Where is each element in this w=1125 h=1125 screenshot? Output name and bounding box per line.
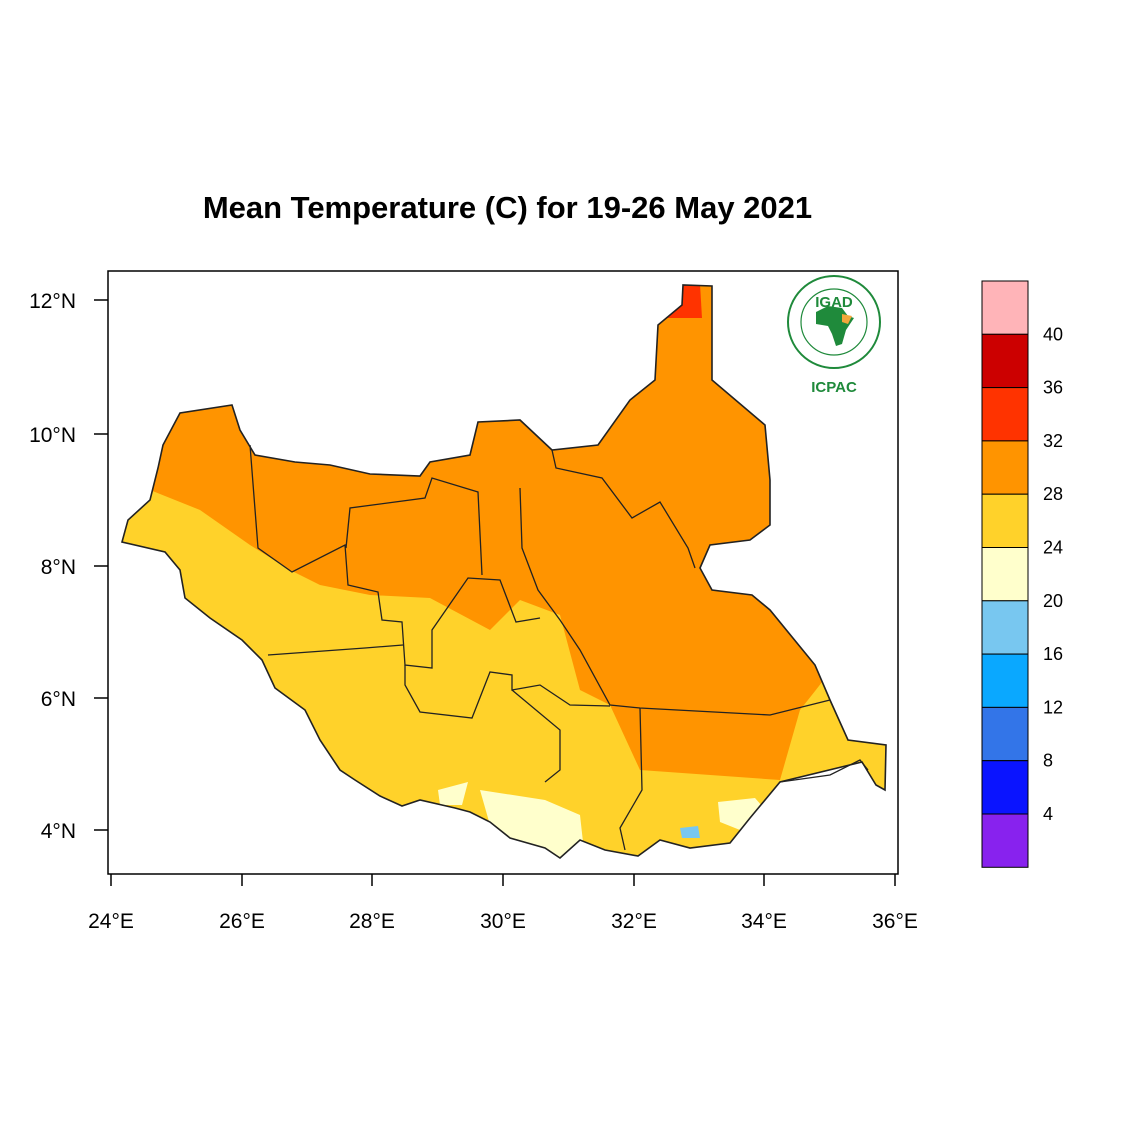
map-title: Mean Temperature (C) for 19-26 May 2021 xyxy=(202,190,813,225)
colorbar-label: 32 xyxy=(1043,431,1063,451)
colorbar-label: 28 xyxy=(1043,484,1063,504)
lon-tick-label: 30°E xyxy=(480,910,526,933)
state-border xyxy=(404,665,611,719)
colorbar-label: 20 xyxy=(1043,591,1063,611)
lon-tick-label: 34°E xyxy=(741,910,787,933)
logo-bottom-text: ICPAC xyxy=(811,379,857,396)
lat-tick-label: 6°N xyxy=(41,688,76,711)
state-border xyxy=(519,487,831,716)
colorbar-label: 16 xyxy=(1043,644,1063,664)
longitude-axis: 24°E 26°E 28°E 30°E 32°E 34°E 36°E xyxy=(88,874,918,933)
horn-region-icon xyxy=(842,314,852,324)
lon-tick-label: 28°E xyxy=(349,910,395,933)
lon-tick-label: 24°E xyxy=(88,910,134,933)
state-border xyxy=(249,444,541,669)
state-borders xyxy=(249,444,869,851)
colorbar-segment xyxy=(981,493,1029,549)
state-border xyxy=(511,689,561,783)
colorbar-label: 40 xyxy=(1043,324,1063,344)
latitude-axis: 12°N 10°N 8°N 6°N 4°N xyxy=(29,290,108,843)
zone-32-36 xyxy=(650,285,702,318)
colorbar-segment xyxy=(981,387,1029,442)
colorbar-segment xyxy=(981,760,1029,815)
colorbar-segment xyxy=(981,600,1029,655)
state-border xyxy=(619,707,643,851)
country-outline xyxy=(121,284,887,860)
zone-16-20 xyxy=(680,826,700,838)
colorbar-segment xyxy=(981,280,1029,335)
state-border xyxy=(267,644,404,656)
logo-ring xyxy=(800,288,868,356)
igad-icpac-logo: IGAD ICPAC xyxy=(786,274,882,396)
lon-tick-label: 32°E xyxy=(611,910,657,933)
colorbar: 40 36 32 28 24 20 16 12 8 4 xyxy=(981,280,1063,868)
zone-20-24 xyxy=(480,790,585,858)
colorbar-segment xyxy=(981,653,1029,708)
colorbar-label: 8 xyxy=(1043,751,1053,771)
colorbar-segment xyxy=(981,440,1029,495)
state-border xyxy=(345,477,483,576)
lon-tick-label: 36°E xyxy=(872,910,918,933)
lat-tick-label: 8°N xyxy=(41,556,76,579)
colorbar-segment xyxy=(981,333,1029,389)
colorbar-segment xyxy=(981,547,1029,602)
colorbar-label: 4 xyxy=(1043,804,1053,824)
lon-tick-label: 26°E xyxy=(219,910,265,933)
state-border xyxy=(551,449,696,569)
colorbar-label: 24 xyxy=(1043,538,1063,558)
logo-top-text: IGAD xyxy=(815,294,853,311)
lat-tick-label: 10°N xyxy=(29,424,76,447)
logo-ring xyxy=(787,275,881,369)
zone-20-24 xyxy=(438,782,468,805)
zone-20-24 xyxy=(718,798,770,830)
lat-tick-label: 4°N xyxy=(41,820,76,843)
lat-tick-label: 12°N xyxy=(29,290,76,313)
colorbar-segment xyxy=(981,813,1029,868)
colorbar-label: 12 xyxy=(1043,697,1063,717)
colorbar-label: 36 xyxy=(1043,378,1063,398)
colorbar-segment xyxy=(981,706,1029,762)
state-border xyxy=(779,759,869,783)
